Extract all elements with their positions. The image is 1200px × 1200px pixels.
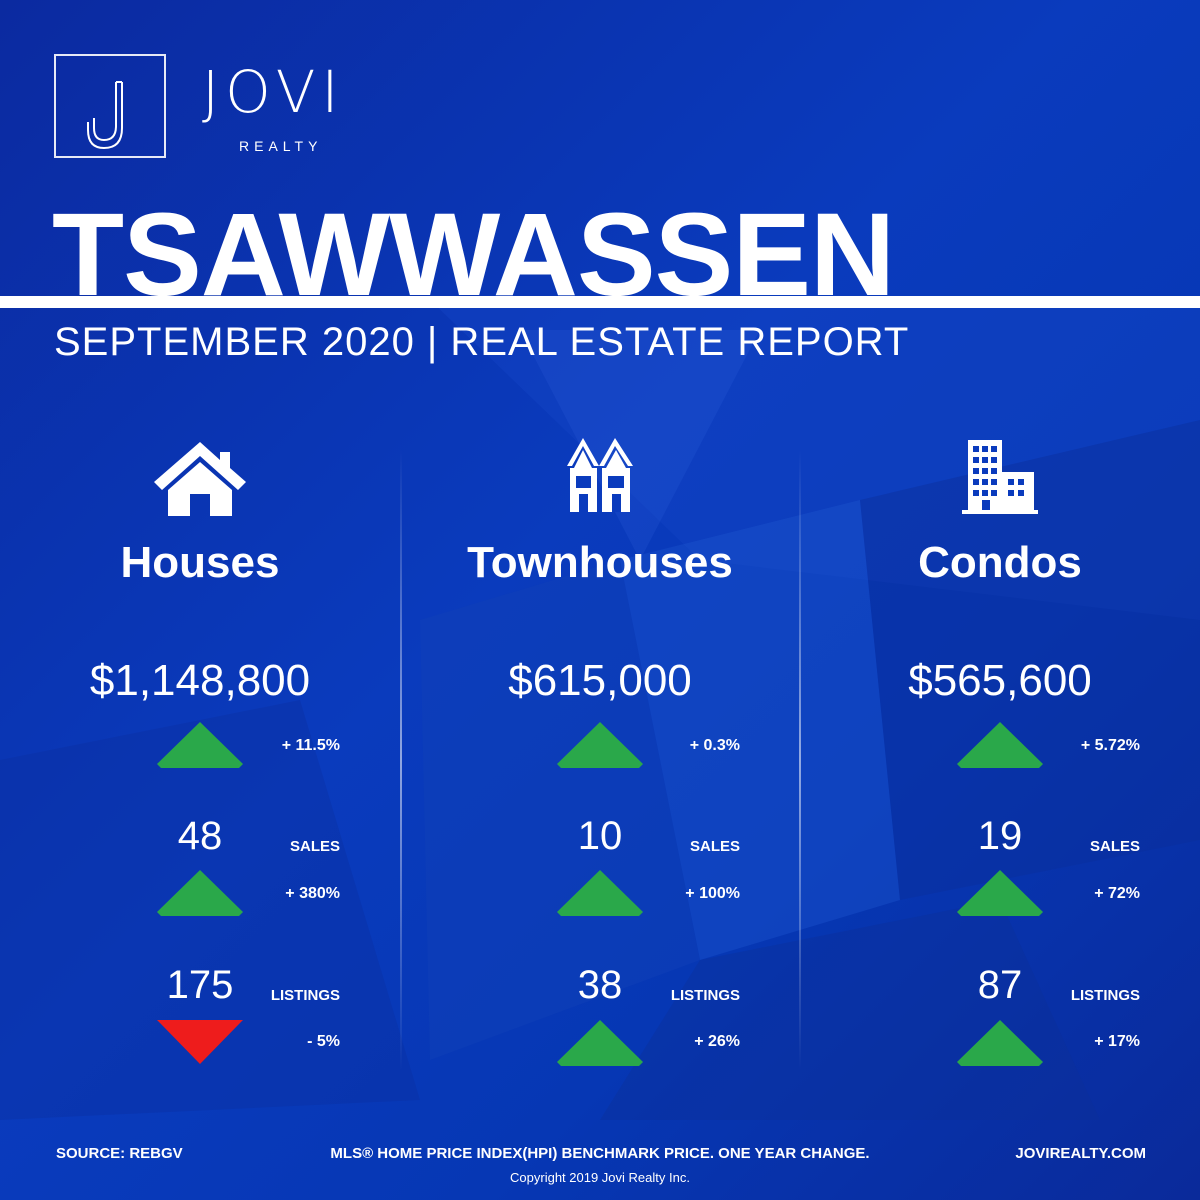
listings-count: 87 <box>977 963 1023 1007</box>
sales-label: SALES <box>689 838 740 855</box>
down-arrow-icon <box>157 1020 243 1064</box>
up-arrow-icon <box>957 1020 1043 1066</box>
up-arrow-icon <box>157 870 243 916</box>
hpi-note: MLS® HOME PRICE INDEX(HPI) BENCHMARK PRI… <box>330 1145 870 1162</box>
sales-change: + 72% <box>1094 885 1140 902</box>
up-arrow-icon <box>557 1020 643 1066</box>
sales-change: + 100% <box>685 885 740 902</box>
listings-label: LISTINGS <box>270 987 340 1004</box>
up-arrow-icon <box>157 722 243 768</box>
benchmark-price: $1,148,800 <box>89 656 311 705</box>
benchmark-price: $565,600 <box>908 656 1092 705</box>
column-condos: Condos $565,600 + 5.72% 19 SALES + 72% 8… <box>800 430 1200 1090</box>
sales-label: SALES <box>1089 838 1140 855</box>
copyright: Copyright 2019 Jovi Realty Inc. <box>510 1170 690 1185</box>
column-townhouses: Townhouses $615,000 + 0.3% 10 SALES + 10… <box>400 430 800 1090</box>
sales-count: 10 <box>577 814 623 858</box>
logo-mark <box>54 54 166 158</box>
column-divider <box>799 450 801 1070</box>
sales-label: SALES <box>289 838 340 855</box>
townhouse-icon <box>567 438 633 512</box>
listings-change: + 26% <box>694 1033 740 1050</box>
up-arrow-icon <box>557 870 643 916</box>
column-title: Townhouses <box>467 538 733 587</box>
listings-label: LISTINGS <box>670 987 740 1004</box>
condo-building-icon <box>962 440 1038 514</box>
listings-change: - 5% <box>307 1033 340 1050</box>
price-change: + 5.72% <box>1080 737 1140 754</box>
column-houses: Houses $1,148,800 + 11.5% 48 SALES + 380… <box>0 430 400 1090</box>
listings-count: 38 <box>577 963 623 1007</box>
listings-label: LISTINGS <box>1070 987 1140 1004</box>
column-title: Condos <box>918 538 1082 587</box>
page-title: TSAWWASSEN <box>52 189 895 321</box>
source-note: SOURCE: REBGV <box>56 1145 183 1162</box>
column-title: Houses <box>120 538 280 587</box>
up-arrow-icon <box>957 722 1043 768</box>
sales-count: 19 <box>977 814 1023 858</box>
benchmark-price: $615,000 <box>508 656 692 705</box>
house-icon <box>154 442 246 516</box>
title-underline <box>0 296 1200 308</box>
up-arrow-icon <box>557 722 643 768</box>
up-arrow-icon <box>957 870 1043 916</box>
brand-subtitle: REALTY <box>239 138 323 154</box>
brand-name: JOVI <box>202 58 345 126</box>
listings-count: 175 <box>166 963 234 1007</box>
sales-count: 48 <box>177 814 223 858</box>
jovi-j-logo-icon <box>87 81 123 150</box>
price-change: + 0.3% <box>689 737 740 754</box>
sales-change: + 380% <box>285 885 340 902</box>
listings-change: + 17% <box>1094 1033 1140 1050</box>
price-change: + 11.5% <box>281 737 340 754</box>
column-divider <box>400 450 402 1070</box>
website-link[interactable]: JOVIREALTY.COM <box>1015 1145 1146 1162</box>
report-subtitle: SEPTEMBER 2020 | REAL ESTATE REPORT <box>54 320 910 364</box>
